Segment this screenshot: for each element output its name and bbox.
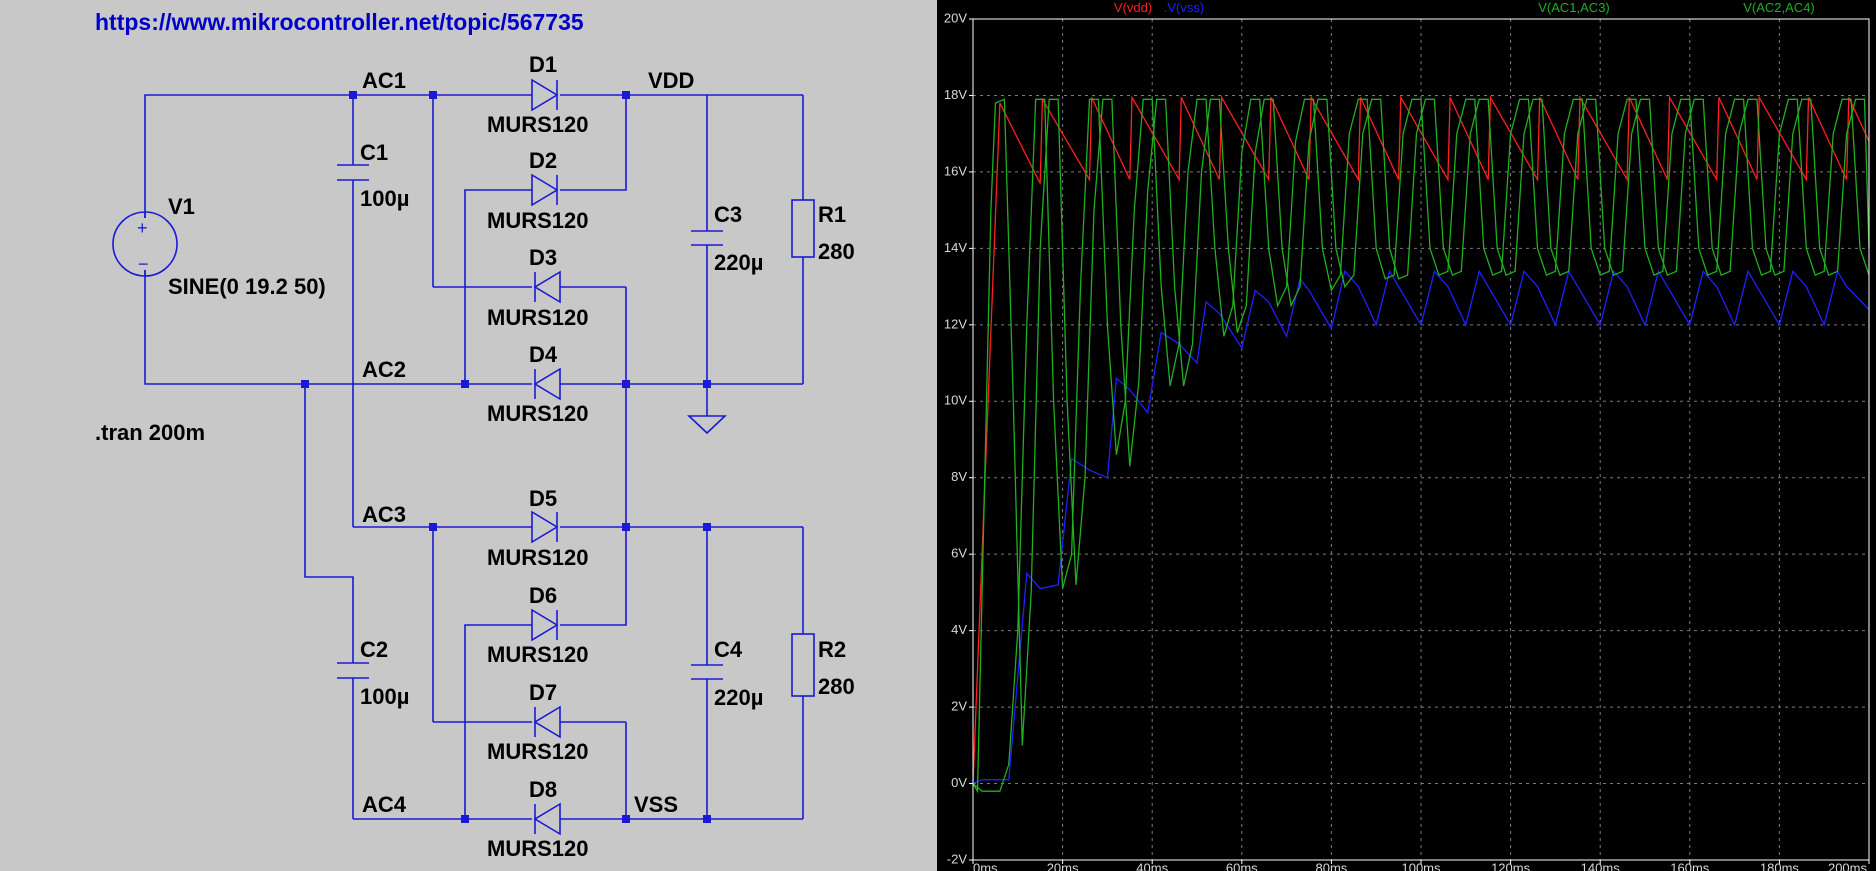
net-ac1: AC1 — [362, 68, 406, 93]
schematic: https://www.mikrocontroller.net/topic/56… — [0, 0, 937, 871]
c3-value: 220µ — [714, 250, 763, 275]
r2-name: R2 — [818, 637, 846, 662]
y-tick-label: 12V — [944, 316, 967, 331]
plot-ticks: 0ms 20ms 40ms 60ms 80ms 100ms 120ms 140ms 160ms 1… — [944, 10, 1868, 871]
c4-name: C4 — [714, 637, 743, 662]
legend-entry-ac24: V(AC2,AC4) — [1743, 0, 1815, 15]
junctions — [301, 91, 711, 823]
x-tick-label: 180ms — [1760, 860, 1800, 871]
diode-symbols — [531, 78, 561, 836]
series-line-vss — [972, 269, 1870, 785]
plot-traces — [972, 95, 1870, 794]
d2-name: D2 — [529, 148, 557, 173]
x-tick-label: 60ms — [1226, 860, 1258, 871]
legend-entry-ac13: V(AC1,AC3) — [1538, 0, 1610, 15]
plot-legend: V(vdd) .V(vss) V(AC1,AC3) V(AC2,AC4) — [1114, 0, 1815, 15]
c2-value: 100µ — [360, 684, 409, 709]
net-vss: VSS — [634, 792, 678, 817]
d4-name: D4 — [529, 342, 558, 367]
d1-model: MURS120 — [487, 112, 588, 137]
c4-value: 220µ — [714, 685, 763, 710]
d8-model: MURS120 — [487, 836, 588, 861]
d7-model: MURS120 — [487, 739, 588, 764]
plot-axes — [969, 18, 1870, 864]
net-ac2: AC2 — [362, 357, 406, 382]
c3-name: C3 — [714, 202, 742, 227]
net-ac3: AC3 — [362, 502, 406, 527]
net-ac4: AC4 — [362, 792, 407, 817]
source-url[interactable]: https://www.mikrocontroller.net/topic/56… — [95, 9, 584, 35]
series-line-vdd — [972, 95, 1870, 784]
x-tick-label: 120ms — [1491, 860, 1531, 871]
series-line-ac24 — [972, 98, 1870, 792]
legend-entry-vss: .V(vss) — [1164, 0, 1204, 15]
y-tick-label: 16V — [944, 163, 967, 178]
wires — [144, 94, 804, 820]
x-tick-label: 160ms — [1670, 860, 1710, 871]
series-line-ac13 — [972, 98, 1870, 794]
capacitor-symbols — [337, 164, 723, 680]
x-tick-label: 100ms — [1401, 860, 1441, 871]
y-tick-label: 0V — [951, 775, 967, 790]
d8-name: D8 — [529, 777, 557, 802]
r1-value: 280 — [818, 239, 855, 264]
y-tick-label: 6V — [951, 546, 967, 561]
plus-icon: + — [137, 218, 148, 238]
x-tick-label: 140ms — [1581, 860, 1621, 871]
x-tick-label: 20ms — [1047, 860, 1079, 871]
d6-name: D6 — [529, 583, 557, 608]
d3-model: MURS120 — [487, 305, 588, 330]
v1-name: V1 — [168, 194, 195, 219]
c1-name: C1 — [360, 140, 388, 165]
plot-frame — [972, 18, 1870, 861]
minus-icon: − — [138, 254, 149, 274]
d6-model: MURS120 — [487, 642, 588, 667]
y-tick-label: -2V — [947, 851, 968, 866]
d1-name: D1 — [529, 52, 557, 77]
d2-model: MURS120 — [487, 208, 588, 233]
plot-grid — [973, 19, 1869, 860]
resistor-r2-body — [791, 633, 815, 697]
r1-name: R1 — [818, 202, 846, 227]
resistor-r1-body — [791, 199, 815, 258]
y-tick-label: 10V — [944, 393, 967, 408]
y-tick-label: 8V — [951, 469, 967, 484]
r2-value: 280 — [818, 674, 855, 699]
y-tick-label: 4V — [951, 622, 967, 637]
x-tick-label: 80ms — [1316, 860, 1348, 871]
d5-name: D5 — [529, 486, 557, 511]
v1-value: SINE(0 19.2 50) — [168, 274, 326, 299]
net-vdd: VDD — [648, 68, 694, 93]
y-tick-label: 2V — [951, 699, 967, 714]
d3-name: D3 — [529, 245, 557, 270]
legend-entry-vdd: V(vdd) — [1114, 0, 1152, 15]
voltage-source-v1[interactable]: + − — [112, 211, 178, 277]
d7-name: D7 — [529, 680, 557, 705]
tran-directive: .tran 200m — [95, 420, 205, 445]
x-tick-label: 0ms — [973, 860, 998, 871]
y-tick-label: 14V — [944, 240, 967, 255]
x-tick-label: 40ms — [1136, 860, 1168, 871]
c2-name: C2 — [360, 637, 388, 662]
d5-model: MURS120 — [487, 545, 588, 570]
d4-model: MURS120 — [487, 401, 588, 426]
c1-value: 100µ — [360, 186, 409, 211]
waveform-plot[interactable]: 0ms 20ms 40ms 60ms 80ms 100ms 120ms 140ms 160ms 1… — [937, 0, 1876, 871]
x-tick-label: 200ms — [1828, 860, 1868, 871]
y-tick-label: 18V — [944, 87, 967, 102]
y-tick-label: 20V — [944, 10, 967, 25]
